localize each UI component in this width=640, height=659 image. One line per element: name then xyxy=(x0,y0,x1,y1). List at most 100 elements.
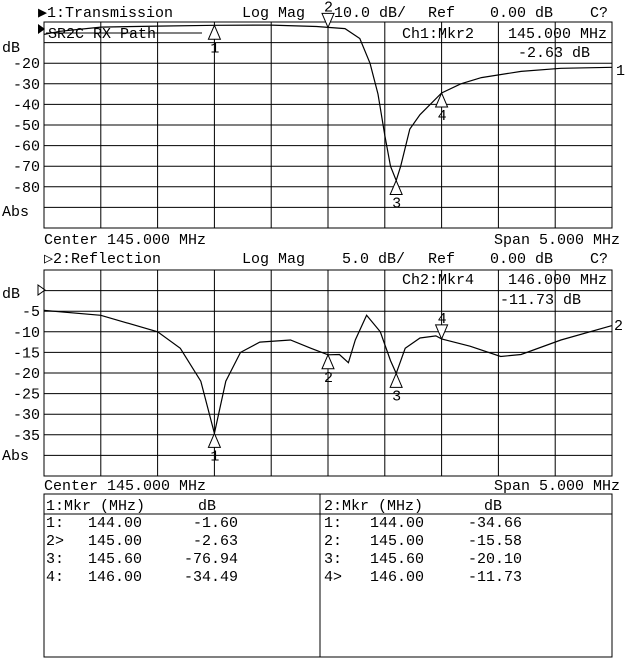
ch2-ref-pointer-icon xyxy=(37,284,46,296)
y-tick-label: -15 xyxy=(13,345,40,362)
marker-id: 4> xyxy=(324,569,342,586)
marker-down-triangle-icon xyxy=(434,324,449,341)
marker-value: -34.49 xyxy=(184,569,238,586)
trace-2 xyxy=(43,309,613,434)
y-tick-label: -20 xyxy=(13,56,40,73)
marker-value: -1.60 xyxy=(193,515,238,532)
y-tick-label: -80 xyxy=(13,180,40,197)
ch2-scale: 5.0 dB/ xyxy=(342,251,405,268)
table-row: 4> 146.00 -11.73 xyxy=(324,569,522,586)
table1-header-db: dB xyxy=(198,498,216,515)
ch1-title: SR2C RX Path xyxy=(48,26,156,43)
ch1-scale: 10.0 dB/ xyxy=(334,5,406,22)
ch1-plot[interactable]: 1 2 3 4 xyxy=(43,0,613,212)
ch1-y-tick-labels: -20 -30 -40 -50 -60 -70 -80 xyxy=(13,56,40,197)
y-tick-label: -10 xyxy=(13,325,40,342)
marker-1[interactable]: 1 xyxy=(207,432,222,465)
marker-freq: 145.00 xyxy=(370,533,424,550)
table-row: 1: 144.00 -1.60 xyxy=(46,515,238,532)
marker-value: -11.73 xyxy=(468,569,522,586)
marker-value: -34.66 xyxy=(468,515,522,532)
marker-2[interactable]: 2 xyxy=(321,353,335,387)
table-row: 3: 145.60 -76.94 xyxy=(46,551,238,568)
marker-freq: 146.00 xyxy=(88,569,142,586)
y-tick-label: -35 xyxy=(13,428,40,445)
y-tick-label: -70 xyxy=(13,159,40,176)
marker-up-triangle-icon xyxy=(207,432,222,448)
ch1-format: Log Mag xyxy=(242,5,305,22)
ch2-grid xyxy=(43,269,613,477)
marker-id: 3: xyxy=(324,551,342,568)
ch2-header: ▷2:Reflection xyxy=(44,251,161,268)
ch2-active-marker-label: Ch2:Mkr4 xyxy=(402,272,474,289)
marker-freq: 145.00 xyxy=(88,533,142,550)
table1-header-mkr: 1:Mkr (MHz) xyxy=(46,498,145,515)
marker-1[interactable]: 1 xyxy=(207,24,222,57)
marker-up-triangle-icon xyxy=(207,24,222,40)
marker-number: 1 xyxy=(210,40,219,57)
y-tick-label: -25 xyxy=(13,387,40,404)
ch2-unit-label: dB xyxy=(2,286,20,303)
marker-table: 1:Mkr (MHz) dB 2:Mkr (MHz) dB 1: 144.00 -1… xyxy=(43,493,613,658)
marker-number: 2 xyxy=(324,370,333,387)
ch1-trace-label: 1 xyxy=(616,63,625,80)
table-row: 2> 145.00 -2.63 xyxy=(46,533,238,550)
ch2-format: Log Mag xyxy=(242,251,305,268)
ch2-cal-status: C? xyxy=(590,251,608,268)
marker-number: 2 xyxy=(324,0,333,16)
y-tick-label: -30 xyxy=(13,407,40,424)
marker-up-triangle-icon xyxy=(389,372,403,388)
marker-4[interactable]: 4 xyxy=(434,311,449,341)
ch1-unit-label: dB xyxy=(2,40,20,57)
marker-number: 3 xyxy=(392,388,401,405)
table2-header-mkr: 2:Mkr (MHz) xyxy=(324,498,423,515)
ch1-active-marker-freq: 145.000 MHz xyxy=(508,26,607,43)
marker-number: 3 xyxy=(392,195,401,212)
marker-3[interactable]: 3 xyxy=(389,372,403,405)
marker-up-triangle-icon xyxy=(389,179,403,195)
ch1-grid xyxy=(43,21,613,229)
ch1-header: ▶1:Transmission xyxy=(38,5,173,22)
trace-1 xyxy=(43,24,613,183)
marker-freq: 144.00 xyxy=(370,515,424,532)
ch1-ref-pointer-icon xyxy=(38,24,45,34)
y-tick-label: -60 xyxy=(13,139,40,156)
ch2-plot[interactable]: 1 2 3 4 xyxy=(43,309,613,465)
ch2-ref-label: Ref xyxy=(428,251,455,268)
ch2-center: Center 145.000 MHz xyxy=(44,478,206,495)
ch2-ref-value: 0.00 dB xyxy=(490,251,553,268)
marker-4[interactable]: 4 xyxy=(434,91,449,125)
ch1-active-marker-value: -2.63 dB xyxy=(518,45,590,62)
ch2-active-marker-freq: 146.000 MHz xyxy=(508,272,607,289)
y-tick-label: -30 xyxy=(13,77,40,94)
marker-up-triangle-icon xyxy=(321,353,335,370)
marker-up-triangle-icon xyxy=(434,91,449,108)
ch1-active-marker-label: Ch1:Mkr2 xyxy=(402,26,474,43)
marker-id: 2> xyxy=(46,533,64,550)
marker-down-triangle-icon xyxy=(321,12,335,29)
y-tick-label: -20 xyxy=(13,366,40,383)
ch2-active-marker-value: -11.73 dB xyxy=(500,292,581,309)
marker-id: 2: xyxy=(324,533,342,550)
marker-id: 1: xyxy=(46,515,64,532)
marker-id: 1: xyxy=(324,515,342,532)
marker-value: -2.63 xyxy=(193,533,238,550)
ch2-trace-label: 2 xyxy=(614,318,623,335)
marker-2[interactable]: 2 xyxy=(321,0,335,29)
marker-3[interactable]: 3 xyxy=(389,179,403,212)
ch2-abs-label: Abs xyxy=(2,448,29,465)
marker-id: 4: xyxy=(46,569,64,586)
ch2-span: Span 5.000 MHz xyxy=(494,478,620,495)
y-tick-label: -40 xyxy=(13,97,40,114)
y-tick-label: -5 xyxy=(22,304,40,321)
marker-id: 3: xyxy=(46,551,64,568)
marker-freq: 146.00 xyxy=(370,569,424,586)
marker-number: 4 xyxy=(438,108,447,125)
marker-value: -20.10 xyxy=(468,551,522,568)
table2-header-db: dB xyxy=(484,498,502,515)
table-row: 3: 145.60 -20.10 xyxy=(324,551,522,568)
ch1-span: Span 5.000 MHz xyxy=(494,232,620,249)
ch2-y-tick-labels: -5 -10 -15 -20 -25 -30 -35 xyxy=(13,304,40,445)
marker-number: 4 xyxy=(438,311,447,328)
